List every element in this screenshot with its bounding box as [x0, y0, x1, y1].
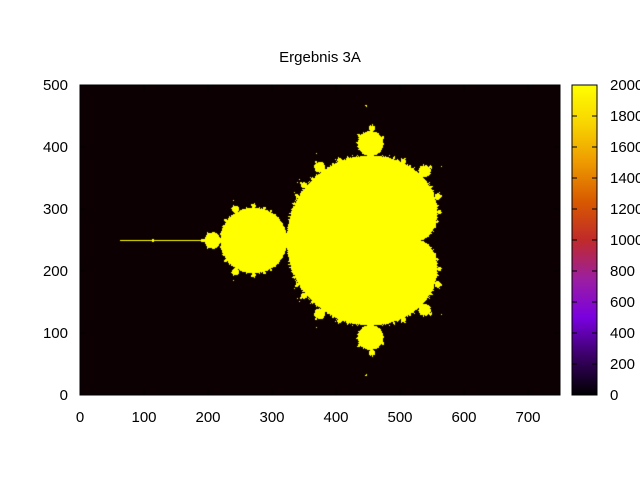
colorbar-tick-label: 1000	[610, 232, 640, 249]
y-tick-label: 0	[60, 387, 68, 404]
colorbar: 0 200 400 600 800 1000 1200 1400 1600 1800 2000	[571, 77, 640, 404]
colorbar-tick-label: 1400	[610, 170, 640, 187]
colorbar-tick-label: 1200	[610, 201, 640, 218]
x-tick-label: 700	[515, 409, 540, 426]
colorbar-tick-label: 0	[610, 387, 618, 404]
colorbar-tick-label: 1800	[610, 108, 640, 125]
y-tick-label: 100	[43, 325, 68, 342]
x-tick-label: 300	[259, 409, 284, 426]
colorbar-tick-label: 200	[610, 356, 635, 373]
x-tick-label: 0	[76, 409, 84, 426]
colorbar-tick-label: 400	[610, 325, 635, 342]
y-tick-label: 400	[43, 139, 68, 156]
y-axis: 0 100 200 300 400 500	[43, 77, 560, 404]
x-tick-label: 400	[323, 409, 348, 426]
y-tick-label: 300	[43, 201, 68, 218]
y-tick-label: 200	[43, 263, 68, 280]
x-tick-label: 200	[195, 409, 220, 426]
heatmap-image	[80, 85, 560, 395]
x-tick-label: 100	[131, 409, 156, 426]
colorbar-tick-label: 600	[610, 294, 635, 311]
x-tick-label: 500	[387, 409, 412, 426]
plot-border	[79, 84, 561, 396]
y-tick-label: 500	[43, 77, 68, 94]
colorbar-tick-label: 2000	[610, 77, 640, 94]
colorbar-tick-label: 800	[610, 263, 635, 280]
chart-title: Ergebnis 3A	[279, 49, 361, 66]
heatmap-plot	[79, 84, 561, 396]
x-tick-label: 600	[451, 409, 476, 426]
colorbar-tick-label: 1600	[610, 139, 640, 156]
x-axis: 0 100 200 300 400 500 600 700	[76, 85, 541, 426]
